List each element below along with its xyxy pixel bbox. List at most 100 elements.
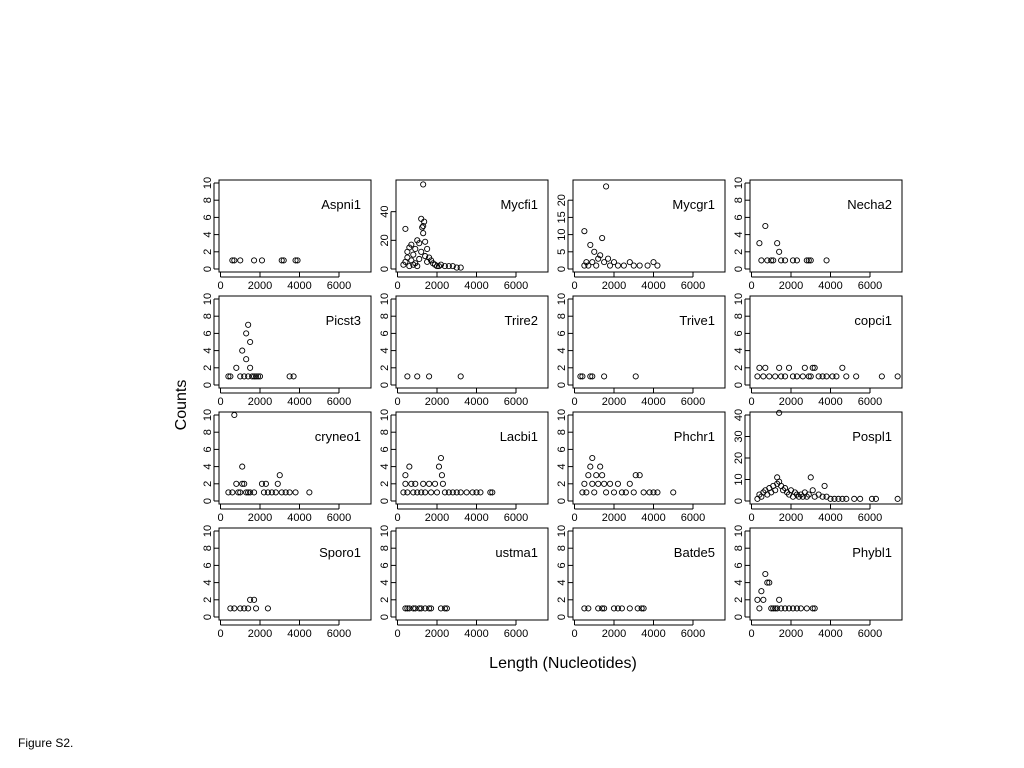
data-point [764,579,771,586]
y-tick-label: 8 [379,313,391,319]
data-point [420,181,427,188]
panel-frame [395,179,549,273]
data-point [618,605,625,612]
y-tick-label: 0 [202,614,214,620]
data-point [618,489,625,496]
data-point [776,409,783,416]
data-point [829,373,836,380]
panel-frame [572,295,726,389]
data-point [254,373,262,380]
data-point [457,373,464,380]
data-point [839,495,846,502]
panel-frame [395,295,549,389]
data-point [245,489,252,496]
data-point [406,605,413,612]
data-point [782,373,789,380]
data-point [441,489,448,496]
data-point [239,480,246,487]
data-point [251,489,258,496]
data-point [789,257,797,264]
data-point [778,605,785,612]
data-point [809,487,816,494]
data-point [235,489,242,496]
x-tick-label: 4000 [464,396,488,408]
data-point [768,605,775,612]
data-point [630,262,637,269]
y-tick-label: 10 [733,525,745,537]
data-point [276,472,283,479]
data-point [463,489,470,496]
data-point [251,257,258,264]
data-point [610,605,618,612]
data-point [428,605,435,612]
x-tick-label: 0 [217,280,223,292]
y-tick-label: 6 [733,330,745,336]
data-point [402,472,409,479]
panel-frame [395,527,549,621]
data-point [843,373,850,380]
panel-frame [395,411,549,505]
panel-mycfi1: Mycfi1 0 2000 4000 6000 0 20 40 [379,179,549,292]
data-point [785,605,793,612]
x-tick-label: 2000 [602,396,626,408]
panel-title: Phchr1 [674,429,715,444]
panel-ustma1: ustma1 0 2000 4000 6000 0 2 4 6 8 10 [379,525,549,640]
data-point [487,489,494,496]
data-point [243,330,250,337]
y-tick-label: 2 [733,365,745,371]
y-tick-label: 8 [202,197,214,203]
data-point [445,263,452,270]
y-tick-label: 2 [733,249,745,255]
data-point [422,238,429,245]
x-tick-label: 4000 [641,396,665,408]
data-point [805,491,812,498]
y-tick-label: 4 [379,464,391,470]
data-point [805,257,812,264]
panel-title: Picst3 [326,313,361,328]
data-point [241,480,248,487]
y-tick-label: 10 [379,293,391,305]
data-point [595,255,602,262]
y-tick-label: 4 [733,580,745,586]
y-tick-label: 20 [379,234,391,246]
panel-title: ustma1 [495,545,538,560]
y-tick-label: 8 [556,545,568,551]
data-point [416,605,423,612]
data-point [589,259,596,266]
panel-title: Necha2 [847,197,892,212]
data-point [872,495,879,502]
data-point [453,489,460,496]
y-tick-label: 2 [556,481,568,487]
panel-title: Batde5 [674,545,715,560]
data-point [404,373,411,380]
data-point [634,605,641,612]
y-tick-label: 4 [556,348,568,354]
data-point [776,596,783,603]
x-tick-label: 4000 [464,628,488,640]
data-point [231,605,238,612]
y-tick-label: 15 [556,211,568,223]
data-point [607,480,614,487]
data-point [581,605,588,612]
y-tick-label: 0 [733,614,745,620]
data-point [241,605,248,612]
data-point [457,264,464,271]
x-tick-label: 2000 [248,396,272,408]
data-point [438,472,445,479]
y-tick-label: 6 [556,562,568,568]
data-point [819,493,826,500]
x-tick-label: 6000 [504,396,528,408]
data-point [414,263,421,270]
data-point [785,364,793,371]
data-point [591,248,598,255]
data-point [272,489,279,496]
data-point [422,489,429,496]
y-tick-label: 6 [202,214,214,220]
data-point [807,373,814,380]
data-point [782,605,789,612]
y-axis-label: Counts [173,380,190,431]
x-tick-label: 4000 [818,280,842,292]
data-point [601,480,608,487]
data-point [418,489,425,496]
data-point [239,463,246,470]
